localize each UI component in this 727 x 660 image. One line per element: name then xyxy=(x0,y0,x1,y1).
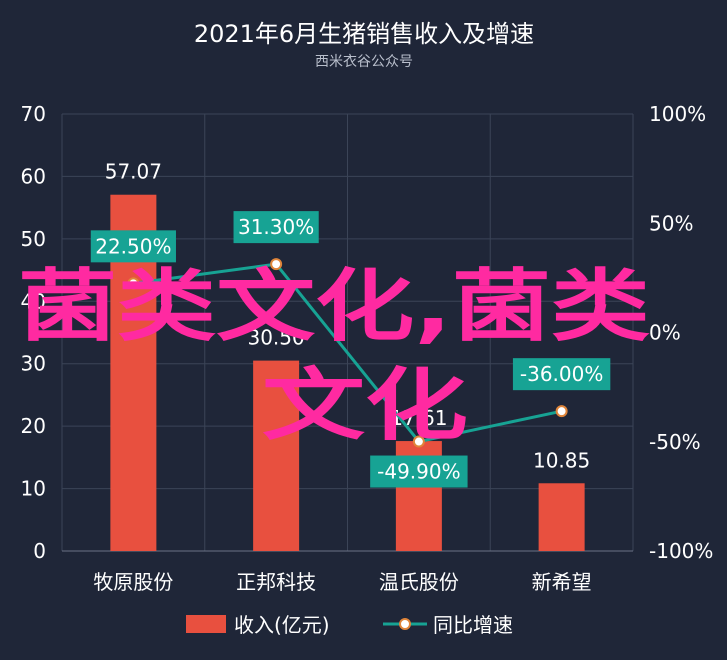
right-tick-label: 100% xyxy=(649,102,706,126)
category-label: 牧原股份 xyxy=(93,570,173,594)
bar xyxy=(538,483,585,551)
left-tick-label: 20 xyxy=(21,414,46,438)
right-axis: -100% -50% 0% 50% 100% xyxy=(649,102,713,563)
line-point xyxy=(555,405,568,418)
category-label: 温氏股份 xyxy=(379,570,459,594)
line-value-tag xyxy=(370,455,468,488)
legend: 收入(亿元) 同比增速 xyxy=(186,613,513,637)
category-axis: 牧原股份 正邦科技 温氏股份 新希望 xyxy=(93,570,591,594)
legend-label: 同比增速 xyxy=(433,613,513,637)
line-point xyxy=(127,277,140,290)
watermark-text: 菌类文化,菌类 xyxy=(18,262,650,352)
line-series: 22.50% 31.30% -49.90% -36.00% xyxy=(90,211,611,488)
chart-subtitle: 西米衣谷公众号 xyxy=(315,54,413,70)
right-tick-label: 50% xyxy=(649,211,693,235)
line-value-label: -36.00% xyxy=(520,362,603,386)
line-value-label: 31.30% xyxy=(238,215,314,239)
legend-label: 收入(亿元) xyxy=(234,613,330,637)
line-point xyxy=(412,435,425,448)
category-label: 正邦科技 xyxy=(236,570,316,594)
chart-title: 2021年6月生猪销售收入及增速 xyxy=(194,20,534,48)
right-tick-label: 0% xyxy=(649,321,681,345)
left-tick-label: 50 xyxy=(21,227,46,251)
bar-value-label: 57.07 xyxy=(105,160,162,184)
line-path xyxy=(133,262,562,444)
line-value-label: -49.90% xyxy=(377,460,460,484)
left-tick-label: 40 xyxy=(21,289,46,313)
line-value-tag xyxy=(512,358,611,391)
left-tick-label: 0 xyxy=(33,539,46,563)
watermark-text: 文化 xyxy=(262,361,468,451)
bar xyxy=(253,360,300,551)
bar-value-label: 30.50 xyxy=(247,326,304,350)
line-value-tag xyxy=(90,230,176,263)
line-value-tag xyxy=(233,211,319,244)
category-label: 新希望 xyxy=(532,570,592,594)
left-tick-label: 30 xyxy=(21,352,46,376)
left-tick-label: 10 xyxy=(21,477,46,501)
line-point xyxy=(270,258,283,271)
right-tick-label: -50% xyxy=(649,430,701,454)
bar-value-label: 10.85 xyxy=(533,448,590,472)
legend-bar-swatch xyxy=(186,615,226,633)
left-tick-label: 70 xyxy=(21,102,46,126)
left-axis: 0 10 20 30 40 50 60 70 xyxy=(21,102,46,563)
legend-line-marker xyxy=(399,618,411,630)
watermark: 菌类文化,菌类文化 xyxy=(18,262,650,451)
line-value-label: 22.50% xyxy=(95,234,171,258)
left-tick-label: 60 xyxy=(21,164,46,188)
right-tick-label: -100% xyxy=(649,539,713,563)
